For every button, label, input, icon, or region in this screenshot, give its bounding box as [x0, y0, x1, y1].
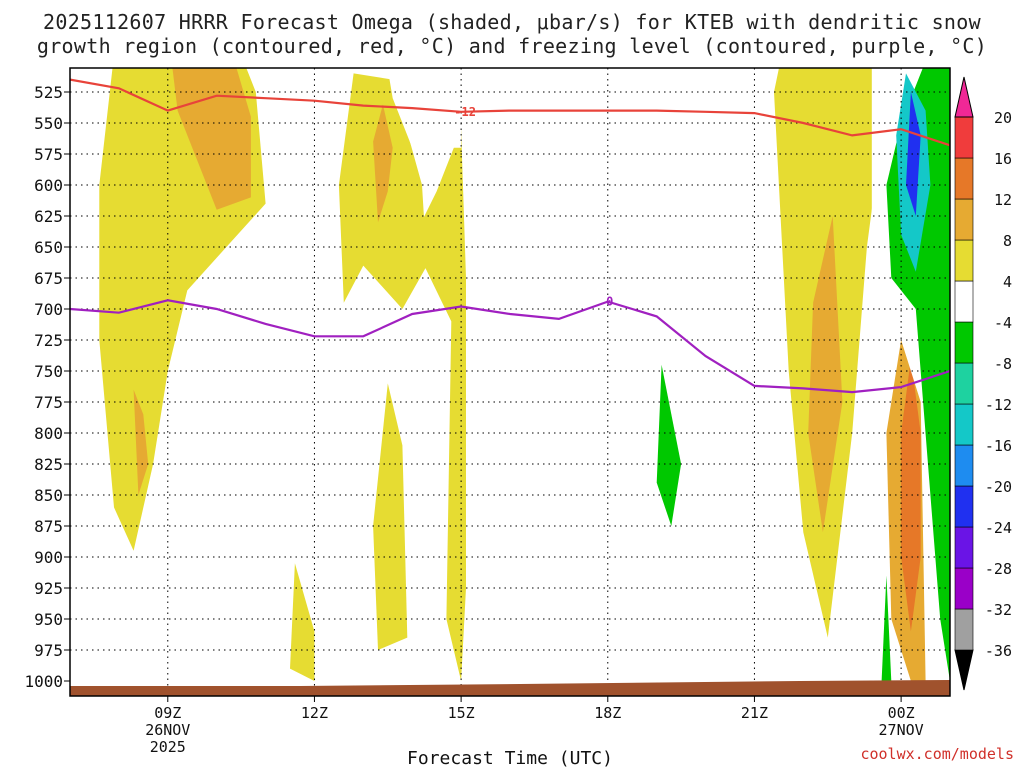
- x-tick-label-12Z: 12Z: [301, 704, 328, 722]
- contour-lines: -12 0: [70, 78, 950, 394]
- omega-region-yellow-15z-column: [412, 129, 466, 681]
- contour-label-freezing-level: 0: [606, 295, 613, 309]
- y-tick-label-975: 975: [34, 641, 63, 660]
- omega-region-orange-22z: [808, 216, 843, 533]
- y-tick-label-550: 550: [34, 114, 63, 133]
- colorbar-label-12: 12: [994, 191, 1012, 209]
- terrain-slope: [70, 680, 950, 686]
- gridlines: [70, 68, 950, 696]
- colorbar-label--24: -24: [985, 519, 1012, 537]
- colorbar-swatch-12: [954, 157, 974, 200]
- x-tick-label-09Z: 09Z: [154, 704, 181, 722]
- terrain-ground: [70, 686, 950, 696]
- y-tick-label-575: 575: [34, 145, 63, 164]
- y-tick-label-800: 800: [34, 424, 63, 443]
- y-axis: 525 550 575 600 625 650 675 700 725 750 775 800 825 8…: [24, 83, 70, 691]
- colorbar-label--20: -20: [985, 478, 1012, 496]
- contour-freezing-level: [70, 299, 950, 394]
- y-tick-label-600: 600: [34, 176, 63, 195]
- colorbar-swatch--28: [954, 526, 974, 569]
- y-tick-label-825: 825: [34, 455, 63, 474]
- colorbar-tri-high: [954, 76, 974, 118]
- y-tick-label-850: 850: [34, 486, 63, 505]
- colorbar-swatch--20: [954, 444, 974, 487]
- omega-region-cyan-2330z-top: [881, 575, 892, 681]
- colorbar-swatch--36: [954, 608, 974, 651]
- colorbar-swatch-8: [954, 198, 974, 241]
- colorbar-swatch--32: [954, 567, 974, 610]
- y-tick-label-725: 725: [34, 331, 63, 350]
- omega-region-cyan-left-bottom: [99, 0, 124, 24]
- y-tick-label-625: 625: [34, 207, 63, 226]
- y-tick-label-875: 875: [34, 517, 63, 536]
- colorbar-swatch--4: [954, 280, 974, 323]
- y-tick-label-925: 925: [34, 579, 63, 598]
- colorbar-swatch-4: [954, 239, 974, 282]
- colorbar-label--32: -32: [985, 601, 1012, 619]
- omega-region-orange-left-lobe: [133, 389, 149, 495]
- x-tick-date-00Z: 27NOV: [879, 721, 924, 739]
- omega-region-green-left-bottom: [98, 68, 106, 74]
- colorbar-label--8: -8: [994, 355, 1012, 373]
- colorbar-label-20: 20: [994, 109, 1012, 127]
- y-tick-label-775: 775: [34, 393, 63, 412]
- y-tick-label-1000: 1000: [24, 672, 63, 691]
- colorbar-swatch-16: [954, 116, 974, 159]
- omega-region-green-1230z-lower: [387, 68, 462, 148]
- omega-region-yellow-top-12z: [290, 563, 315, 681]
- colorbar-label-4: 4: [1003, 273, 1012, 291]
- chart-title-line1: 2025112607 HRRR Forecast Omega (shaded, …: [43, 10, 981, 34]
- omega-region-green-17z-column: [466, 68, 559, 681]
- colorbar-label--16: -16: [985, 437, 1012, 455]
- x-tick-label-00Z: 00Z: [888, 704, 915, 722]
- colorbar-label--28: -28: [985, 560, 1012, 578]
- contour-label-dendritic-snow-growth: -12: [454, 105, 476, 119]
- omega-region-green-13z-top: [373, 383, 408, 650]
- colorbar-swatch--24: [954, 485, 974, 528]
- colorbar-tri-low: [954, 649, 974, 691]
- x-tick-date-09Z: 26NOV: [145, 721, 190, 739]
- y-tick-label-950: 950: [34, 610, 63, 629]
- omega-shading: [98, 0, 950, 681]
- colorbar-swatch--8: [954, 321, 974, 364]
- plot-frame: [69, 67, 951, 697]
- chart-title-line2: growth region (contoured, red, °C) and f…: [36, 34, 988, 58]
- y-tick-label-525: 525: [34, 83, 63, 102]
- omega-region-cyan-19z-pocket: [656, 364, 682, 526]
- x-axis-title: Forecast Time (UTC): [407, 748, 613, 768]
- colorbar: -36 -32 -28 -24 -20 -16 -12 -8 -4 4 8 12 16 20: [954, 76, 1012, 691]
- colorbar-swatch--16: [954, 403, 974, 446]
- x-tick-label-21Z: 21Z: [741, 704, 768, 722]
- y-tick-label-750: 750: [34, 362, 63, 381]
- x-tick-year-09Z: 2025: [150, 738, 186, 756]
- colorbar-label--36: -36: [985, 642, 1012, 660]
- x-tick-label-15Z: 15Z: [448, 704, 475, 722]
- y-tick-label-700: 700: [34, 300, 63, 319]
- omega-region-red-00z-upper: [901, 358, 921, 632]
- contour-dendritic-snow-growth: [70, 78, 950, 147]
- omega-region-orange-mid-1330z: [373, 104, 393, 223]
- colorbar-label--4: -4: [994, 314, 1012, 332]
- x-tick-label-18Z: 18Z: [594, 704, 621, 722]
- colorbar-swatch--12: [954, 362, 974, 405]
- colorbar-label--12: -12: [985, 396, 1012, 414]
- y-tick-label-900: 900: [34, 548, 63, 567]
- y-tick-label-675: 675: [34, 269, 63, 288]
- credit-link[interactable]: coolwx.com/models: [860, 745, 1014, 763]
- colorbar-label-8: 8: [1003, 232, 1012, 250]
- omega-region-green-19z-column: [617, 68, 755, 681]
- y-tick-label-650: 650: [34, 238, 63, 257]
- colorbar-label-16: 16: [994, 150, 1012, 168]
